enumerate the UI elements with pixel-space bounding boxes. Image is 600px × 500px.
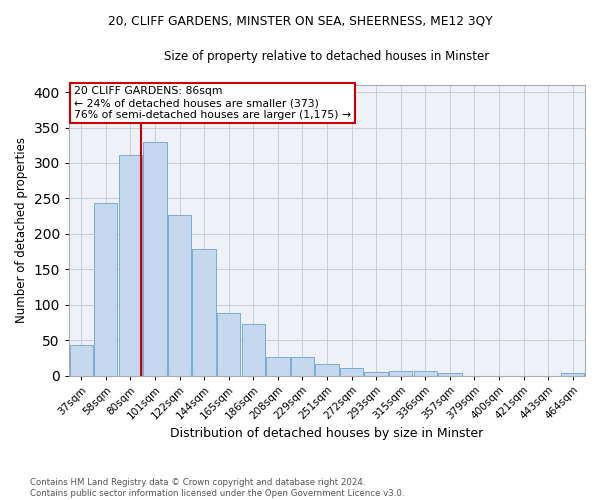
- Text: Contains HM Land Registry data © Crown copyright and database right 2024.
Contai: Contains HM Land Registry data © Crown c…: [30, 478, 404, 498]
- Bar: [242, 324, 265, 376]
- Bar: [364, 372, 388, 376]
- Bar: [94, 204, 118, 376]
- Bar: [291, 357, 314, 376]
- Bar: [438, 374, 461, 376]
- Bar: [168, 216, 191, 376]
- Y-axis label: Number of detached properties: Number of detached properties: [15, 138, 28, 324]
- Text: 20, CLIFF GARDENS, MINSTER ON SEA, SHEERNESS, ME12 3QY: 20, CLIFF GARDENS, MINSTER ON SEA, SHEER…: [107, 15, 493, 28]
- Bar: [561, 374, 584, 376]
- Title: Size of property relative to detached houses in Minster: Size of property relative to detached ho…: [164, 50, 490, 63]
- Bar: [413, 372, 437, 376]
- Bar: [70, 345, 93, 376]
- Text: 20 CLIFF GARDENS: 86sqm
← 24% of detached houses are smaller (373)
76% of semi-d: 20 CLIFF GARDENS: 86sqm ← 24% of detache…: [74, 86, 351, 120]
- Bar: [193, 248, 216, 376]
- X-axis label: Distribution of detached houses by size in Minster: Distribution of detached houses by size …: [170, 427, 484, 440]
- Bar: [217, 313, 241, 376]
- Bar: [340, 368, 363, 376]
- Bar: [266, 357, 290, 376]
- Bar: [119, 155, 142, 376]
- Bar: [389, 372, 412, 376]
- Bar: [143, 142, 167, 376]
- Bar: [316, 364, 338, 376]
